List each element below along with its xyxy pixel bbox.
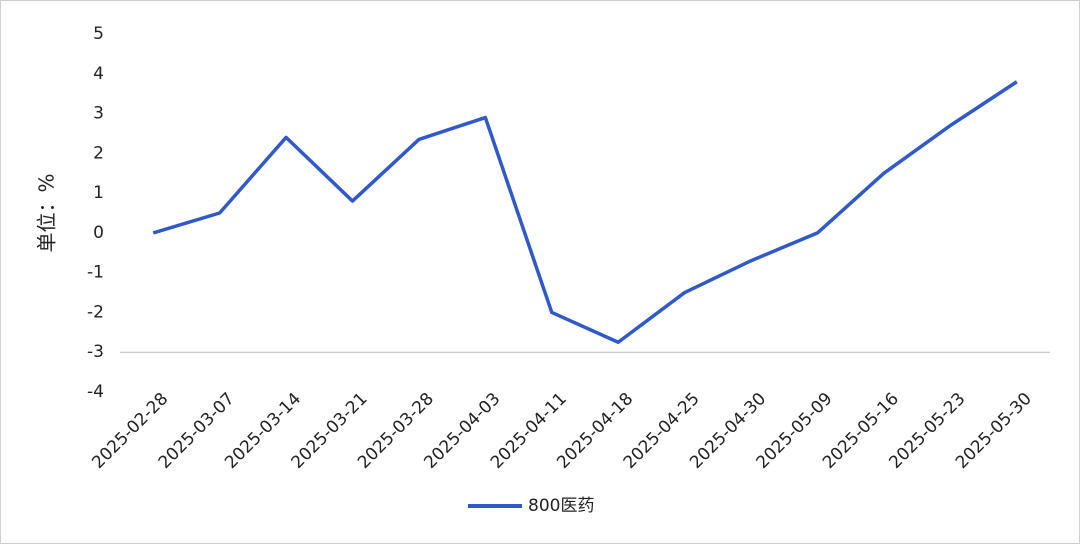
y-tick-label: 2 bbox=[93, 143, 104, 163]
y-tick-label: -3 bbox=[87, 342, 104, 362]
legend-label: 800医药 bbox=[528, 496, 594, 516]
y-tick-label: 1 bbox=[93, 183, 104, 203]
y-tick-label: -1 bbox=[87, 263, 104, 283]
y-tick-label: -4 bbox=[87, 382, 104, 402]
y-tick-label: 3 bbox=[93, 104, 104, 124]
y-tick-label: 0 bbox=[93, 223, 104, 243]
y-axis-label: 单位：% bbox=[35, 173, 59, 252]
y-tick-label: -2 bbox=[87, 302, 104, 322]
y-tick-label: 4 bbox=[93, 64, 104, 84]
y-tick-label: 5 bbox=[93, 24, 104, 44]
line-series bbox=[152, 80, 1018, 345]
